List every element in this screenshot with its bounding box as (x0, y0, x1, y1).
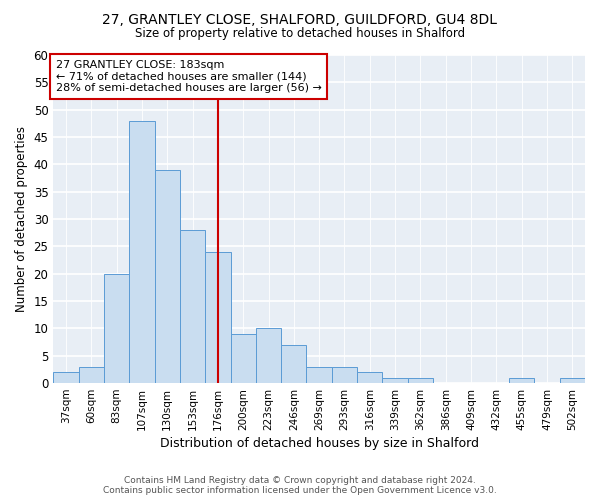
Bar (230, 334, 256, 383)
Bar (53, 372, 79, 383)
Y-axis label: Number of detached properties: Number of detached properties (15, 126, 28, 312)
Text: Contains HM Land Registry data © Crown copyright and database right 2024.
Contai: Contains HM Land Registry data © Crown c… (103, 476, 497, 495)
Bar (560, 378, 585, 383)
Bar (357, 372, 382, 383)
Text: 27, GRANTLEY CLOSE, SHALFORD, GUILDFORD, GU4 8DL: 27, GRANTLEY CLOSE, SHALFORD, GUILDFORD,… (103, 12, 497, 26)
Bar (104, 274, 129, 383)
Bar (155, 170, 180, 383)
Bar (205, 252, 230, 383)
Bar (307, 366, 332, 383)
Bar (180, 230, 205, 383)
Text: Size of property relative to detached houses in Shalford: Size of property relative to detached ho… (135, 28, 465, 40)
Bar (129, 120, 155, 383)
Bar (256, 328, 281, 383)
Bar (281, 345, 307, 383)
X-axis label: Distribution of detached houses by size in Shalford: Distribution of detached houses by size … (160, 437, 479, 450)
Text: 27 GRANTLEY CLOSE: 183sqm
← 71% of detached houses are smaller (144)
28% of semi: 27 GRANTLEY CLOSE: 183sqm ← 71% of detac… (56, 60, 322, 93)
Bar (509, 378, 535, 383)
Bar (408, 378, 433, 383)
Bar (332, 366, 357, 383)
Bar (382, 378, 408, 383)
Bar (79, 366, 104, 383)
